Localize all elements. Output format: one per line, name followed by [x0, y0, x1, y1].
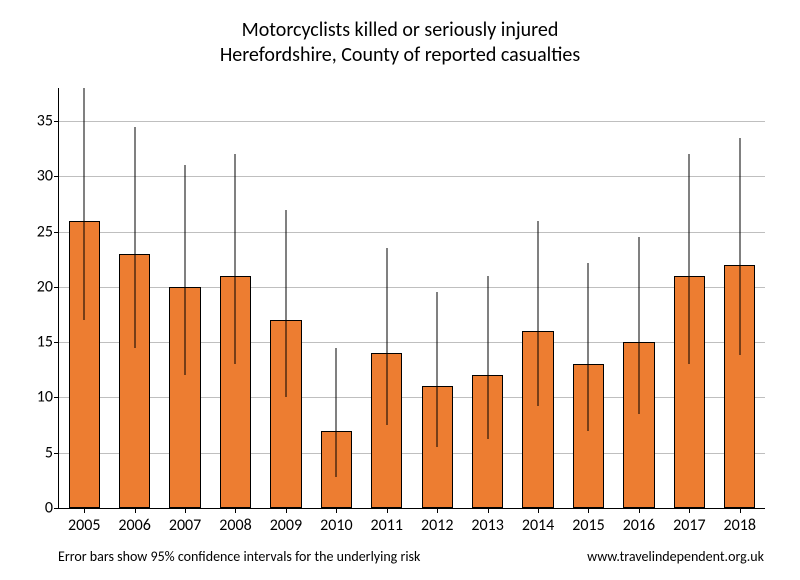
xtick-label: 2015 [563, 516, 613, 535]
ytick-mark [54, 508, 59, 509]
error-bar [84, 88, 85, 320]
error-bar [538, 221, 539, 407]
error-bar [134, 127, 135, 348]
error-bar [235, 154, 236, 364]
xtick-mark [588, 508, 589, 513]
error-bar [386, 248, 387, 425]
footer-note-left: Error bars show 95% confidence intervals… [58, 548, 420, 565]
footer-note-right: www.travelindependent.org.uk [587, 548, 764, 565]
bar-slot: 2015 [563, 88, 613, 508]
xtick-label: 2018 [715, 516, 765, 535]
error-bar [689, 154, 690, 364]
xtick-mark [336, 508, 337, 513]
error-bar [739, 138, 740, 356]
xtick-mark [437, 508, 438, 513]
xtick-mark [135, 508, 136, 513]
chart-container: Motorcyclists killed or seriously injure… [0, 0, 800, 580]
ytick-label: 15 [37, 333, 53, 352]
bar-slot: 2016 [614, 88, 664, 508]
error-bar [285, 210, 286, 398]
xtick-label: 2009 [261, 516, 311, 535]
chart-title: Motorcyclists killed or seriously injure… [0, 0, 800, 68]
bar-slot: 2014 [513, 88, 563, 508]
xtick-label: 2013 [462, 516, 512, 535]
xtick-mark [639, 508, 640, 513]
chart-title-line1: Motorcyclists killed or seriously injure… [0, 18, 800, 43]
xtick-label: 2006 [109, 516, 159, 535]
ytick-label: 35 [37, 112, 53, 131]
chart-title-line2: Herefordshire, County of reported casual… [0, 43, 800, 68]
xtick-mark [235, 508, 236, 513]
xtick-label: 2007 [160, 516, 210, 535]
xtick-mark [689, 508, 690, 513]
bar-slot: 2011 [362, 88, 412, 508]
xtick-mark [740, 508, 741, 513]
plot-area: 0510152025303520052006200720082009201020… [58, 88, 765, 509]
bar-slot: 2012 [412, 88, 462, 508]
bar-slot: 2018 [715, 88, 765, 508]
error-bar [487, 276, 488, 440]
xtick-mark [538, 508, 539, 513]
xtick-mark [387, 508, 388, 513]
xtick-label: 2005 [59, 516, 109, 535]
ytick-label: 5 [45, 443, 53, 462]
xtick-label: 2016 [614, 516, 664, 535]
ytick-label: 20 [37, 277, 53, 296]
xtick-mark [286, 508, 287, 513]
bar-slot: 2013 [462, 88, 512, 508]
xtick-label: 2008 [210, 516, 260, 535]
xtick-mark [488, 508, 489, 513]
bar-slot: 2005 [59, 88, 109, 508]
bar-slot: 2006 [109, 88, 159, 508]
xtick-mark [84, 508, 85, 513]
xtick-label: 2017 [664, 516, 714, 535]
xtick-label: 2010 [311, 516, 361, 535]
xtick-mark [185, 508, 186, 513]
ytick-label: 0 [45, 499, 53, 518]
xtick-label: 2011 [362, 516, 412, 535]
ytick-label: 10 [37, 388, 53, 407]
error-bar [638, 237, 639, 414]
error-bar [588, 263, 589, 431]
error-bar [437, 292, 438, 447]
ytick-label: 25 [37, 222, 53, 241]
bar-slot: 2010 [311, 88, 361, 508]
error-bar [185, 165, 186, 375]
ytick-label: 30 [37, 167, 53, 186]
bar-slot: 2017 [664, 88, 714, 508]
bar-slot: 2009 [261, 88, 311, 508]
bar-slot: 2008 [210, 88, 260, 508]
xtick-label: 2012 [412, 516, 462, 535]
xtick-label: 2014 [513, 516, 563, 535]
bar-slot: 2007 [160, 88, 210, 508]
error-bar [336, 348, 337, 477]
